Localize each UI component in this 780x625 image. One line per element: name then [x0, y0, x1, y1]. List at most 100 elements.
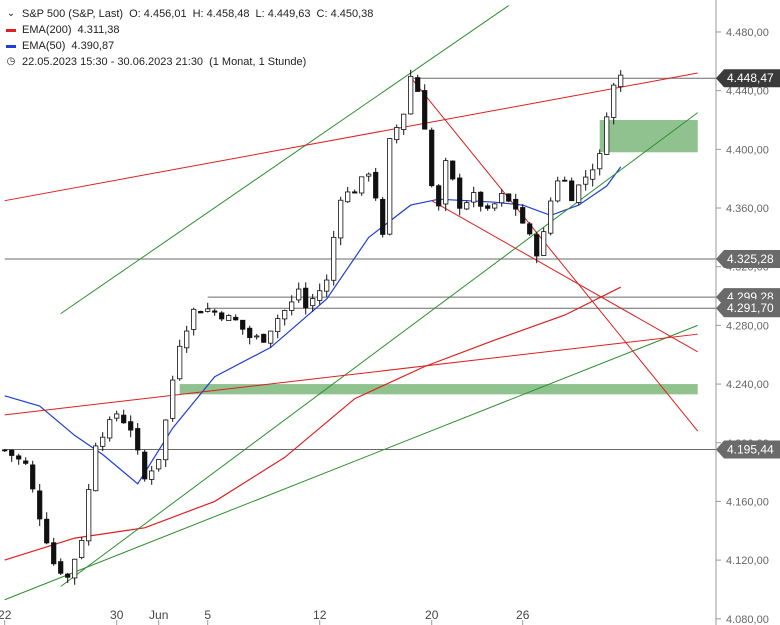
- candle-body: [338, 199, 344, 239]
- candle-body: [226, 315, 232, 321]
- candle-body: [583, 176, 589, 185]
- candle-body: [373, 171, 379, 199]
- candle-body: [303, 287, 309, 309]
- candle-body: [114, 413, 120, 419]
- candle-body: [541, 231, 547, 256]
- candle-body: [282, 310, 288, 320]
- time-tick-label: 30: [110, 608, 124, 622]
- candle-body: [415, 77, 421, 92]
- candle-body: [93, 445, 99, 492]
- candle-body: [324, 279, 330, 292]
- candle-body: [268, 330, 274, 344]
- legend-ema200-row: EMA(200) 4.311,38: [6, 22, 379, 38]
- price-tick-label: 4.160,00: [726, 496, 769, 508]
- trendline: [60, 5, 509, 315]
- candle-body: [506, 193, 512, 202]
- level-label-text: 4.325,28: [727, 252, 774, 266]
- ohlc-item: O: 4.456,01: [129, 8, 187, 20]
- legend-instrument-row: ⌄ S&P 500 (S&P, Last) O: 4.456,01 H: 4.45…: [6, 6, 379, 22]
- candle-body: [527, 223, 533, 235]
- ema200-label: EMA(200): [22, 24, 72, 36]
- price-tick-label: 4.400,00: [726, 144, 769, 156]
- ohlc-item: L: 4.449,63: [255, 8, 311, 20]
- candle-body: [562, 179, 568, 182]
- time-tick-label: 22: [0, 608, 12, 622]
- ohlc-values: O: 4.456,01 H: 4.458,48 L: 4.449,63 C: 4.45…: [129, 6, 379, 22]
- candle-body: [2, 449, 8, 452]
- legend-period-row: ◷ 22.05.2023 15:30 - 30.06.2023 21:30 (1…: [6, 54, 379, 70]
- candle-body: [16, 455, 22, 460]
- candle-body: [352, 191, 358, 194]
- time-tick-label: 5: [204, 608, 211, 622]
- support-zone: [179, 384, 698, 395]
- horizontal-levels: [4, 77, 716, 450]
- price-tick-label: 4.080,00: [726, 614, 769, 625]
- ema200-value: 4.311,38: [77, 24, 120, 36]
- candle-body: [492, 203, 498, 209]
- candle-body: [408, 75, 414, 115]
- candle-body: [436, 185, 442, 207]
- price-tick-label: 4.440,00: [726, 86, 769, 98]
- candlesticks: [2, 69, 624, 585]
- candle-body: [121, 414, 127, 424]
- candle-body: [261, 333, 267, 343]
- candle-body: [366, 173, 372, 177]
- candle-body: [212, 310, 218, 313]
- candle-body: [233, 316, 239, 321]
- ema200-path: [4, 286, 621, 561]
- trendlines: [4, 5, 699, 601]
- collapse-chevron-icon[interactable]: ⌄: [6, 8, 16, 19]
- trendline: [4, 324, 698, 601]
- legend-ema50-row: EMA(50) 4.390,87: [6, 38, 379, 54]
- time-tick-label: 26: [516, 608, 530, 622]
- period-note: (1 Monat, 1 Stunde): [209, 56, 307, 68]
- candle-body: [394, 127, 400, 141]
- ema200-line: [4, 286, 621, 561]
- price-tick-label: 4.480,00: [726, 27, 769, 39]
- candle-body: [576, 184, 582, 203]
- candle-body: [219, 312, 225, 320]
- ema200-swatch: [6, 28, 16, 32]
- candle-body: [177, 345, 183, 380]
- candle-body: [597, 153, 603, 170]
- candle-body: [184, 330, 190, 349]
- price-tick-label: 4.240,00: [726, 379, 769, 391]
- clock-icon: ◷: [6, 56, 16, 67]
- trendline: [4, 333, 698, 416]
- candle-body: [331, 236, 337, 281]
- price-tick-label: 4.360,00: [726, 203, 769, 215]
- ema50-path: [4, 166, 622, 485]
- candle-body: [247, 327, 253, 338]
- level-label-text: 4.195,44: [727, 442, 774, 456]
- time-tick-label: Jun: [149, 608, 168, 622]
- ema50-swatch: [6, 44, 16, 48]
- candle-body: [30, 464, 36, 490]
- level-label-text: 4.448,47: [727, 71, 774, 85]
- candle-body: [534, 234, 540, 257]
- level-label-box: [716, 299, 780, 318]
- candle-body: [296, 288, 302, 301]
- time-axis[interactable]: 22 30 Jun 5 12 20 26: [0, 608, 530, 625]
- candle-body: [205, 308, 211, 312]
- support-zone: [599, 119, 698, 153]
- candle-body: [37, 490, 43, 520]
- candle-body: [149, 470, 155, 480]
- candle-body: [79, 540, 85, 558]
- ema50-value: 4.390,87: [71, 40, 115, 52]
- candle-body: [590, 169, 596, 180]
- candle-body: [548, 200, 554, 234]
- candle-body: [163, 419, 169, 461]
- candle-body: [254, 335, 260, 338]
- candle-body: [471, 192, 477, 203]
- candle-body: [275, 318, 281, 333]
- candle-body: [478, 191, 484, 207]
- candle-body: [457, 177, 463, 209]
- trendline: [4, 72, 698, 202]
- ohlc-item: C: 4.450,38: [316, 8, 374, 20]
- candle-body: [450, 160, 456, 180]
- candle-body: [520, 207, 526, 224]
- candle-body: [58, 561, 64, 574]
- candle-body: [100, 436, 106, 447]
- candle-body: [499, 193, 505, 204]
